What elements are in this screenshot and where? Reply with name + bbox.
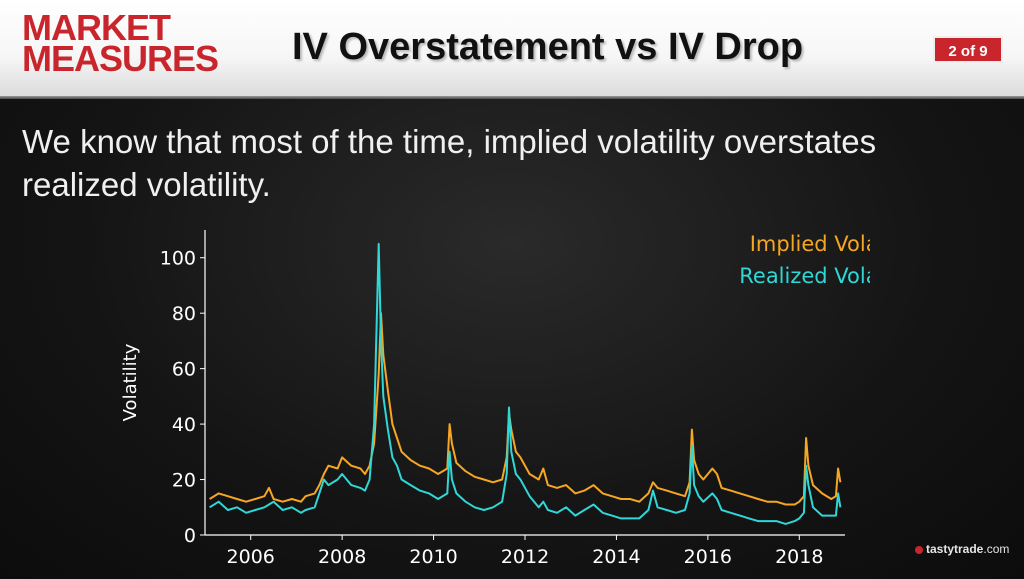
- y-tick-label: 100: [160, 248, 196, 270]
- y-tick-label: 40: [172, 414, 196, 436]
- y-axis-label: Volatility: [120, 343, 141, 421]
- x-tick-label: 2016: [684, 546, 732, 568]
- tastytrade-logo: tastytrade.com: [915, 542, 1009, 556]
- page-indicator-badge[interactable]: 2 of 9: [933, 36, 1003, 63]
- header-bar: MARKET MEASURES IV Overstatement vs IV D…: [0, 0, 1024, 96]
- volatility-line-chart: 0 20 40 60 80 100 2006 2008 2010 2012 2014 2016 2018…: [120, 230, 870, 568]
- brand-name: tastytrade: [926, 542, 984, 556]
- y-tick-label: 60: [172, 359, 196, 381]
- x-tick-label: 2010: [409, 546, 457, 568]
- y-tick-label: 80: [172, 303, 196, 325]
- logo-line-1: MARKET: [22, 7, 171, 48]
- x-tick-label: 2014: [592, 546, 640, 568]
- slide-title: IV Overstatement vs IV Drop: [292, 26, 804, 68]
- brand-suffix: .com: [983, 542, 1010, 556]
- header-divider: [0, 96, 1024, 99]
- series-line-realized-volatility: [209, 242, 842, 525]
- logo-line-2: MEASURES: [22, 38, 219, 79]
- legend-entry: Implied Volatility: [750, 232, 870, 256]
- x-tick-label: 2012: [501, 546, 549, 568]
- cherry-icon: [915, 545, 923, 554]
- series-line-implied-volatility: [209, 312, 842, 506]
- y-tick-label: 0: [184, 525, 196, 547]
- market-measures-logo: MARKET MEASURES: [22, 7, 219, 79]
- legend-entry: Realized Volatility: [739, 264, 870, 288]
- x-tick-label: 2018: [775, 546, 823, 568]
- x-tick-label: 2008: [318, 546, 366, 568]
- slide-body-text: We know that most of the time, implied v…: [22, 123, 877, 203]
- x-tick-label: 2006: [227, 546, 275, 568]
- y-tick-label: 20: [172, 470, 196, 492]
- slide-background: [0, 99, 1024, 579]
